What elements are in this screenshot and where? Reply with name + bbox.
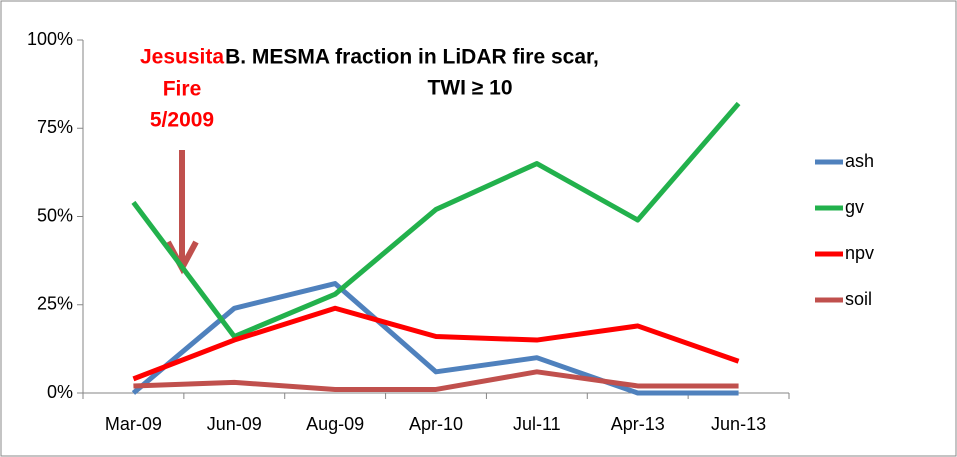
annotation: Fire (163, 78, 202, 101)
x-tick-label: Jun-09 (207, 414, 262, 434)
series-line (131, 281, 739, 396)
y-tick-label: 25% (37, 294, 73, 314)
legend-label: soil (845, 289, 872, 309)
x-tick-label: Jul-11 (513, 414, 561, 434)
annotation: 5/2009 (150, 109, 214, 132)
legend-label: gv (845, 197, 864, 217)
y-tick-label: 100% (27, 29, 73, 49)
annotation: Jesusita (140, 46, 224, 69)
x-tick-label: Jun-13 (711, 414, 766, 434)
chart-title: B. MESMA fraction in LiDAR fire scar, (225, 46, 599, 69)
y-tick-label: 75% (37, 117, 73, 137)
series-line (132, 305, 740, 382)
x-tick-label: Apr-13 (611, 414, 665, 434)
legend-label: npv (845, 243, 874, 263)
series-line (133, 369, 739, 392)
legend-label: ash (845, 151, 874, 171)
x-tick-label: Apr-10 (409, 414, 463, 434)
chart-title: TWI ≥ 10 (427, 77, 512, 100)
x-tick-label: Mar-09 (105, 414, 162, 434)
y-tick-label: 50% (37, 205, 73, 225)
y-tick-label: 0% (47, 382, 73, 402)
x-tick-label: Aug-09 (306, 414, 364, 434)
series-line (131, 101, 741, 340)
